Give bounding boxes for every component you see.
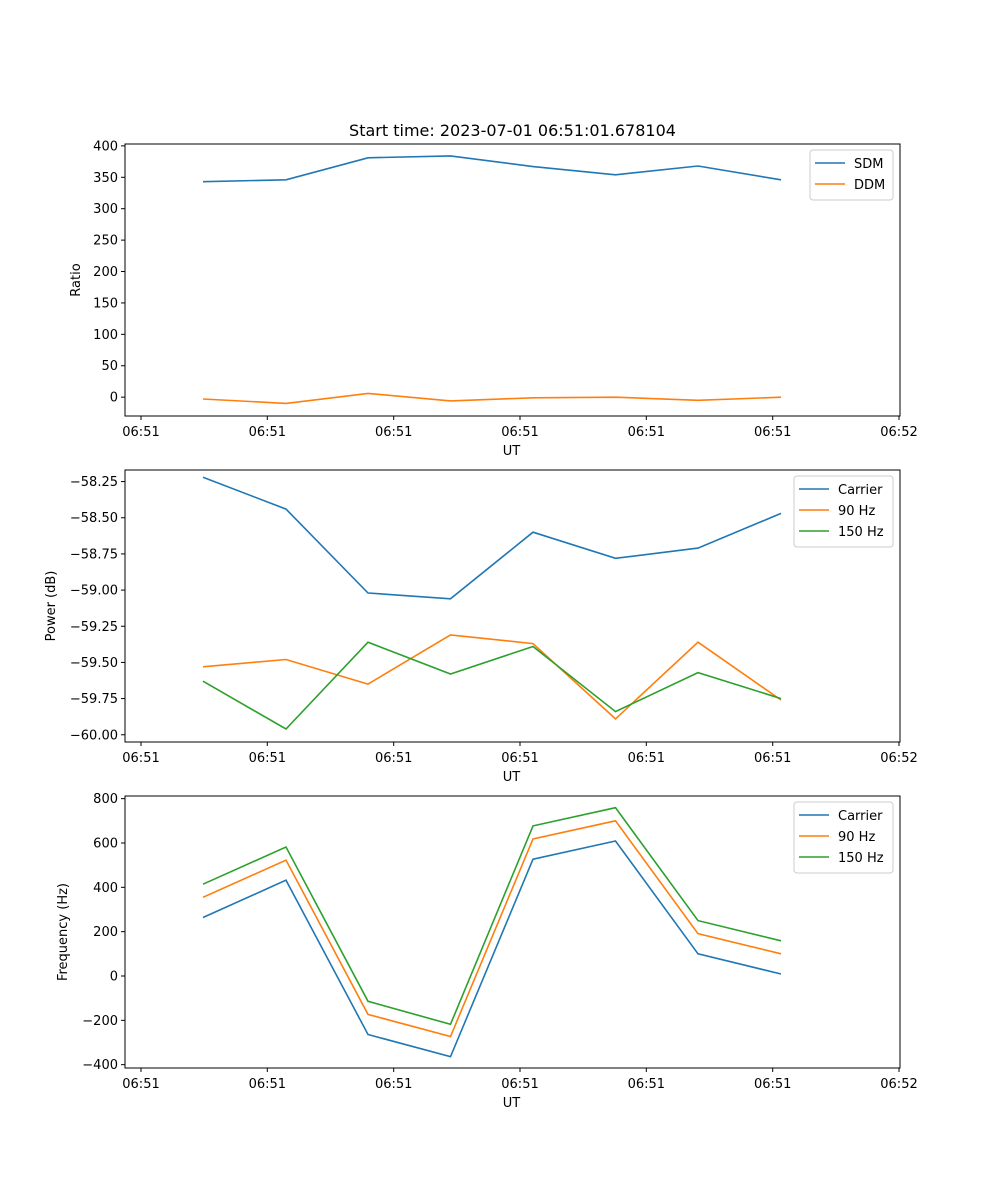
x-tick-label: 06:51 bbox=[501, 425, 538, 440]
y-tick-label: −58.75 bbox=[70, 547, 118, 562]
x-tick-label: 06:51 bbox=[628, 425, 665, 440]
x-tick-label: 06:51 bbox=[375, 751, 412, 766]
legend-label: Carrier bbox=[838, 809, 883, 824]
y-tick-label: −200 bbox=[82, 1014, 118, 1029]
x-tick-label: 06:51 bbox=[375, 1077, 412, 1092]
x-tick-label: 06:51 bbox=[249, 425, 286, 440]
axes-frame bbox=[124, 795, 901, 1069]
y-tick-label: −400 bbox=[82, 1058, 118, 1073]
x-tick-label: 06:52 bbox=[880, 1077, 917, 1092]
y-tick-label: −58.25 bbox=[70, 475, 118, 490]
y-tick-label: −59.00 bbox=[70, 584, 118, 599]
legend-label: 150 Hz bbox=[838, 525, 884, 540]
legend-frame bbox=[793, 475, 894, 548]
y-axis-label: Ratio bbox=[69, 263, 84, 296]
legend-label: SDM bbox=[854, 157, 883, 172]
x-tick-label: 06:51 bbox=[754, 425, 791, 440]
subplot-1: Start time: 2023-07-01 06:51:01.678104 0 5… bbox=[69, 121, 918, 459]
x-tick-label: 06:51 bbox=[754, 751, 791, 766]
x-tick-label: 06:51 bbox=[375, 425, 412, 440]
series-line-150-hz bbox=[202, 641, 782, 731]
y-tick-label: 50 bbox=[101, 359, 118, 374]
y-tick-label: 200 bbox=[93, 925, 118, 940]
series-line-90-hz bbox=[202, 634, 782, 720]
subplot-2: −60.00 −59.75 −59.50 −59.25 −59.00 −58.75 −58.… bbox=[44, 469, 918, 785]
y-tick-label: 250 bbox=[93, 234, 118, 249]
y-tick-label: 300 bbox=[93, 202, 118, 217]
x-tick-label: 06:51 bbox=[501, 751, 538, 766]
y-tick-label: 400 bbox=[93, 139, 118, 154]
axes-frame bbox=[124, 143, 901, 417]
x-axis-label: UT bbox=[503, 444, 521, 459]
x-tick-label: 06:52 bbox=[880, 751, 917, 766]
y-tick-label: 0 bbox=[110, 970, 118, 985]
series-line-sdm bbox=[202, 155, 782, 183]
y-axis-label: Frequency (Hz) bbox=[56, 883, 71, 981]
x-tick-label: 06:51 bbox=[501, 1077, 538, 1092]
series-line-carrier bbox=[202, 476, 782, 600]
y-tick-label: 200 bbox=[93, 265, 118, 280]
x-tick-label: 06:51 bbox=[249, 751, 286, 766]
legend-label: Carrier bbox=[838, 483, 883, 498]
x-axis-label: UT bbox=[503, 770, 521, 785]
x-tick-label: 06:51 bbox=[122, 425, 159, 440]
legend: SDM DDM bbox=[809, 149, 894, 201]
series-line-carrier bbox=[202, 840, 782, 1058]
y-tick-label: −59.25 bbox=[70, 620, 118, 635]
legend-label: 150 Hz bbox=[838, 851, 884, 866]
axes-frame bbox=[124, 469, 901, 743]
x-tick-label: 06:51 bbox=[122, 751, 159, 766]
series-line-ddm bbox=[202, 392, 782, 405]
subplot-3: −400 −200 0 200 400 600 800 06:51 06:51 06:51 06:5… bbox=[56, 792, 918, 1111]
y-axis-label: Power (dB) bbox=[44, 571, 59, 642]
y-tick-label: −59.50 bbox=[70, 656, 118, 671]
y-tick-label: 600 bbox=[93, 836, 118, 851]
x-axis-label: UT bbox=[503, 1096, 521, 1111]
legend-label: 90 Hz bbox=[838, 830, 875, 845]
legend: Carrier 90 Hz 150 Hz bbox=[793, 801, 894, 874]
y-tick-label: 400 bbox=[93, 881, 118, 896]
series-line-150-hz bbox=[202, 806, 782, 1026]
x-tick-label: 06:51 bbox=[122, 1077, 159, 1092]
y-tick-label: −58.50 bbox=[70, 511, 118, 526]
x-tick-label: 06:51 bbox=[754, 1077, 791, 1092]
x-tick-label: 06:51 bbox=[628, 751, 665, 766]
series-line-90-hz bbox=[202, 819, 782, 1038]
y-tick-label: 0 bbox=[110, 391, 118, 406]
legend-frame bbox=[793, 801, 894, 874]
legend-label: 90 Hz bbox=[838, 504, 875, 519]
y-tick-label: −59.75 bbox=[70, 692, 118, 707]
legend: Carrier 90 Hz 150 Hz bbox=[793, 475, 894, 548]
x-tick-label: 06:51 bbox=[249, 1077, 286, 1092]
y-tick-label: −60.00 bbox=[70, 728, 118, 743]
x-tick-label: 06:52 bbox=[880, 425, 917, 440]
y-tick-label: 100 bbox=[93, 328, 118, 343]
y-tick-label: 800 bbox=[93, 792, 118, 807]
x-tick-label: 06:51 bbox=[628, 1077, 665, 1092]
chart-title: Start time: 2023-07-01 06:51:01.678104 bbox=[349, 121, 676, 140]
y-tick-label: 350 bbox=[93, 171, 118, 186]
legend-label: DDM bbox=[854, 178, 885, 193]
y-tick-label: 150 bbox=[93, 296, 118, 311]
